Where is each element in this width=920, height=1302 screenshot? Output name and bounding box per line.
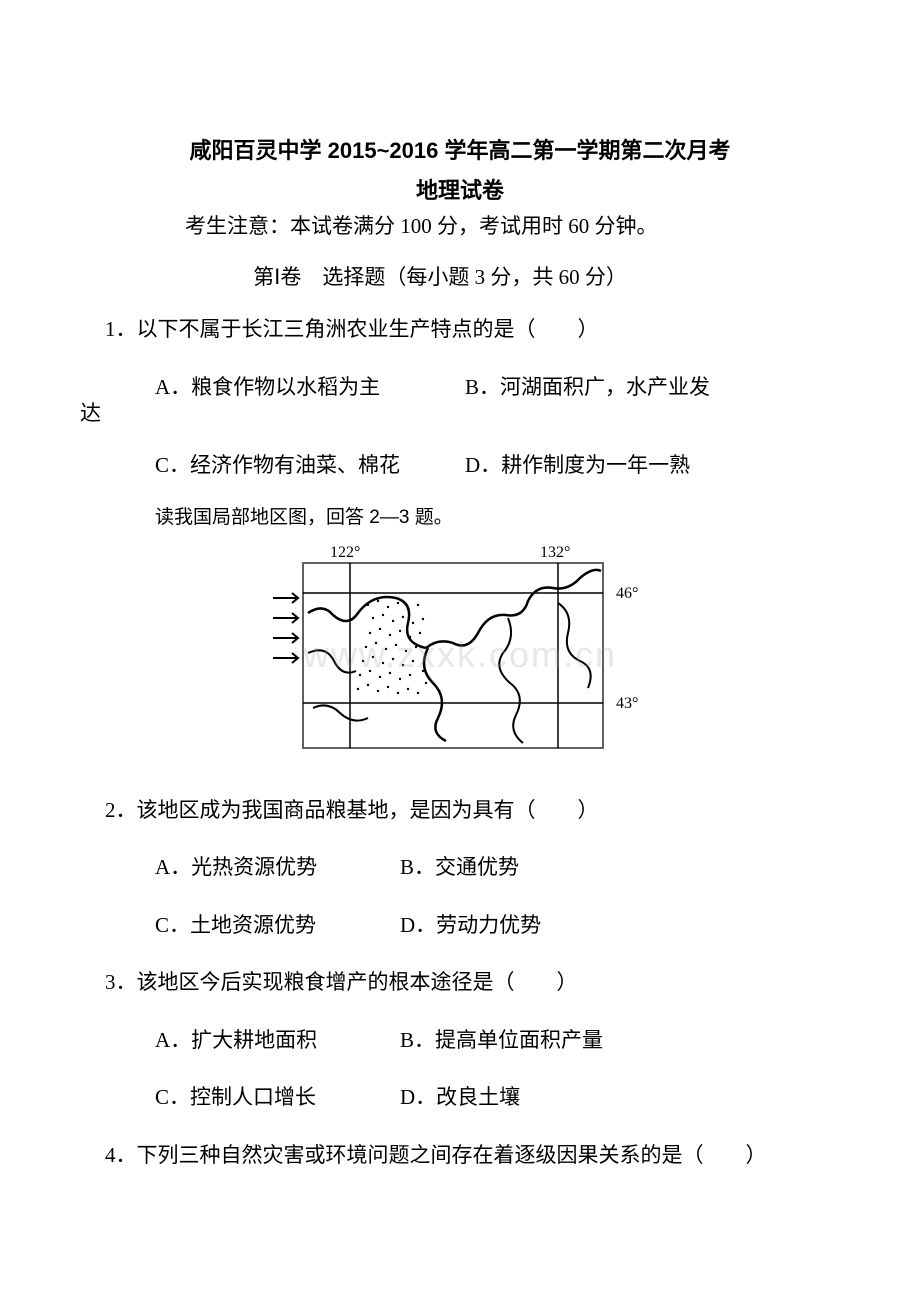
- q1-option-b: B．河湖面积广，水产业发: [465, 372, 710, 404]
- lon-left-label: 122°: [330, 544, 360, 561]
- q3-option-a: A．扩大耕地面积: [155, 1025, 400, 1057]
- q1-stem: 1．以下不属于长江三角洲农业生产特点的是（ ）: [105, 314, 815, 346]
- q2-option-d: D．劳动力优势: [400, 910, 541, 942]
- q3-stem: 3．该地区今后实现粮食增产的根本途径是（ ）: [105, 967, 815, 999]
- q4-stem: 4．下列三种自然灾害或环境问题之间存在着逐级因果关系的是（ ）: [105, 1140, 815, 1172]
- section-heading: 第Ⅰ卷 选择题（每小题 3 分，共 60 分）: [65, 267, 815, 288]
- exam-title-main: 咸阳百灵中学 2015~2016 学年高二第一学期第二次月考: [105, 140, 815, 162]
- q3-option-c: C．控制人口增长: [155, 1082, 400, 1114]
- reading-prompt: 读我国局部地区图，回答 2—3 题。: [155, 508, 815, 527]
- q1-option-a: A．粮食作物以水稻为主: [155, 372, 465, 404]
- q1-option-d: D．耕作制度为一年一熟: [465, 450, 690, 482]
- lon-right-label: 132°: [540, 544, 570, 561]
- q2-option-b: B．交通优势: [400, 852, 519, 884]
- q1-option-c: C．经济作物有油菜、棉花: [155, 450, 465, 482]
- china-region-map: 122° 132° 46° 43°: [258, 543, 663, 763]
- map-figure: www.zxxk.com.cn: [105, 543, 815, 767]
- lat-bottom-label: 43°: [616, 695, 638, 712]
- q3-option-d: D．改良土壤: [400, 1082, 520, 1114]
- q2-option-a: A．光热资源优势: [155, 852, 400, 884]
- exam-title-sub: 地理试卷: [105, 180, 815, 202]
- q1-option-b-cont: 达: [80, 403, 815, 424]
- q2-option-c: C．土地资源优势: [155, 910, 400, 942]
- lat-top-label: 46°: [616, 585, 638, 602]
- exam-notice: 考生注意：本试卷满分 100 分，考试用时 60 分钟。: [185, 216, 815, 237]
- q3-option-b: B．提高单位面积产量: [400, 1025, 603, 1057]
- q2-stem: 2．该地区成为我国商品粮基地，是因为具有（ ）: [105, 795, 815, 827]
